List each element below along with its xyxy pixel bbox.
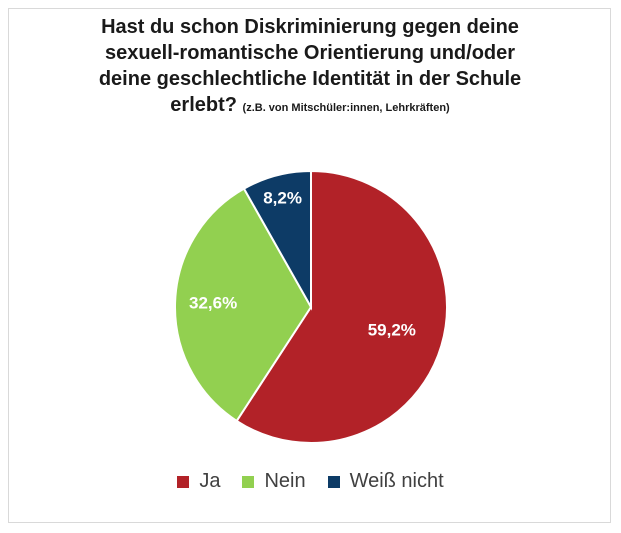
legend-item-nein: Nein xyxy=(242,470,305,493)
slice-label-weiss-nicht: 8,2% xyxy=(263,189,302,208)
legend-item-weiss-nicht: Weiß nicht xyxy=(328,470,444,493)
legend-label-weiss-nicht: Weiß nicht xyxy=(350,470,444,493)
legend-label-ja: Ja xyxy=(199,470,220,493)
pie-chart: 59,2% 32,6% 8,2% xyxy=(0,0,621,533)
legend-swatch-weiss-nicht xyxy=(328,476,340,488)
legend-item-ja: Ja xyxy=(177,470,220,493)
legend-swatch-nein xyxy=(242,476,254,488)
slice-label-ja: 59,2% xyxy=(368,321,416,340)
slice-label-nein: 32,6% xyxy=(189,293,237,312)
legend-label-nein: Nein xyxy=(264,470,305,493)
legend: Ja Nein Weiß nicht xyxy=(0,470,621,493)
legend-swatch-ja xyxy=(177,476,189,488)
